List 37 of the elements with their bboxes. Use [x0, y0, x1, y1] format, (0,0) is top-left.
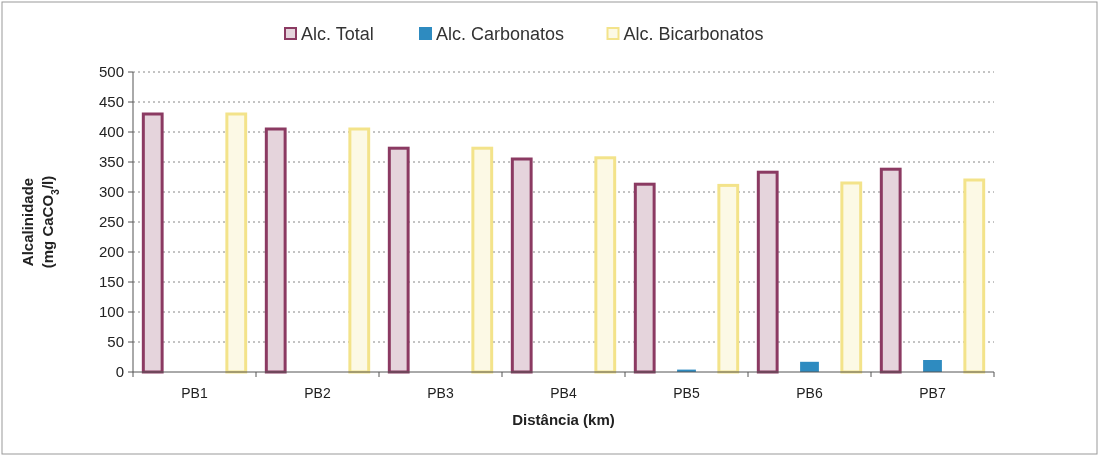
y-tick-label: 150 [98, 273, 124, 291]
bar [471, 146, 494, 374]
x-tick-label: PB4 [550, 385, 577, 401]
y-tick-label: 300 [98, 183, 124, 201]
bar [594, 156, 617, 374]
bar [387, 146, 410, 374]
x-tick-label: PB3 [427, 385, 454, 401]
legend-label: Alc. Total [301, 24, 374, 44]
y-tick-label: 350 [98, 153, 124, 171]
bar [141, 112, 164, 374]
legend-label: Alc. Bicarbonatos [623, 24, 764, 44]
x-tick-label: PB5 [673, 385, 700, 401]
y-tick-label: 50 [107, 333, 124, 351]
bar [633, 182, 656, 374]
bar [756, 170, 779, 374]
bar [264, 127, 287, 374]
y-tick-label: 500 [98, 63, 124, 81]
y-tick-label: 450 [98, 93, 124, 111]
x-axis-title: Distância (km) [512, 411, 615, 428]
bar [879, 167, 902, 374]
bar [840, 181, 863, 374]
bar [717, 183, 740, 374]
x-tick-label: PB7 [919, 385, 946, 401]
bar [348, 127, 371, 374]
x-tick-label: PB2 [304, 385, 331, 401]
bar [963, 178, 986, 374]
legend-label: Alc. Carbonatos [436, 24, 565, 44]
x-tick-label: PB6 [796, 385, 823, 401]
bar [923, 360, 942, 372]
y-tick-label: 200 [98, 243, 124, 261]
y-tick-label: 0 [115, 363, 124, 381]
y-tick-label: 400 [98, 123, 124, 141]
y-tick-label: 100 [98, 303, 124, 321]
bar [225, 112, 248, 374]
x-tick-label: PB1 [181, 385, 208, 401]
y-tick-label: 250 [98, 213, 124, 231]
bar [510, 157, 533, 374]
